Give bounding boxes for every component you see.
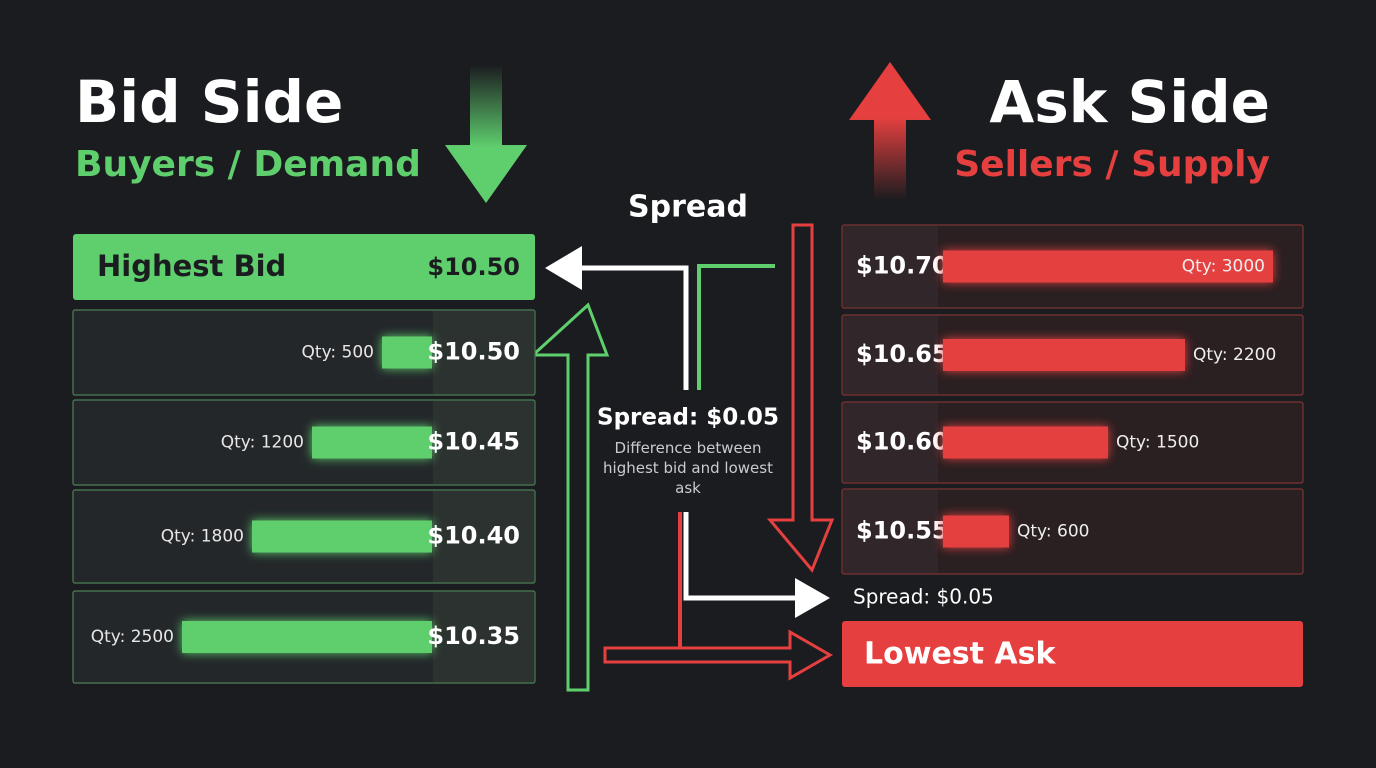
ask-price: $10.65	[856, 340, 949, 368]
qty-label: Qty: 2500	[91, 627, 174, 647]
bid-title: Bid Side	[75, 68, 343, 136]
highest-bid-label: Highest Bid	[97, 249, 286, 283]
bid-row	[72, 399, 536, 486]
ask-price: $10.55	[856, 517, 949, 545]
arrow-line	[683, 512, 795, 601]
bid-price: $10.45	[427, 428, 520, 456]
qty-bar	[943, 339, 1185, 371]
arrow-line	[697, 264, 775, 390]
qty-bar	[252, 520, 432, 553]
bid-row	[72, 309, 536, 396]
spread-description: Difference between highest bid and lowes…	[603, 439, 773, 497]
down-arrow	[445, 65, 527, 203]
hollow-arrow	[603, 629, 834, 681]
spread-title: Spread	[628, 190, 748, 225]
qty-bar	[312, 426, 432, 459]
price-cell	[433, 491, 534, 582]
lowest-ask-box	[842, 621, 1303, 687]
qty-label: Qty: 500	[302, 343, 374, 363]
qty-bar	[943, 515, 1009, 548]
ask-subtitle: Sellers / Supply	[954, 144, 1270, 185]
spread-label: Spread: $0.05	[597, 405, 779, 431]
qty-label: Qty: 600	[1017, 522, 1089, 542]
price-cell	[433, 401, 534, 484]
arrow-head	[545, 246, 582, 290]
lowest-ask-label: Lowest Ask	[864, 637, 1057, 672]
qty-label: Qty: 3000	[1182, 257, 1265, 277]
qty-label: Qty: 1200	[221, 433, 304, 453]
ask-row	[841, 488, 1304, 575]
price-cell	[843, 226, 938, 307]
arrow-line	[580, 265, 689, 390]
qty-bar	[943, 250, 1273, 283]
hollow-arrow	[766, 223, 835, 573]
qty-label: Qty: 2200	[1193, 345, 1276, 365]
bid-price: $10.50	[427, 338, 520, 366]
qty-label: Qty: 1500	[1116, 433, 1199, 453]
highest-bid-box	[73, 234, 535, 300]
highest-bid-price: $10.50	[427, 253, 520, 281]
hollow-arrow	[529, 302, 610, 692]
bid-subtitle: Buyers / Demand	[75, 144, 421, 185]
price-cell	[843, 316, 938, 394]
price-cell	[433, 311, 534, 394]
ask-price: $10.60	[856, 428, 949, 456]
qty-bar	[943, 426, 1108, 459]
bid-price: $10.40	[427, 522, 520, 550]
qty-bar	[182, 621, 432, 653]
ask-spread-label: Spread: $0.05	[853, 585, 994, 609]
qty-label: Qty: 1800	[161, 527, 244, 547]
price-cell	[433, 592, 534, 682]
ask-price: $10.70	[856, 252, 949, 280]
qty-bar	[382, 336, 432, 369]
price-cell	[843, 403, 938, 482]
price-cell	[843, 490, 938, 573]
bid-price: $10.35	[427, 622, 520, 650]
arrows	[529, 223, 835, 692]
up-arrow	[849, 62, 931, 200]
ask-title: Ask Side	[989, 68, 1270, 136]
arrow-head	[795, 578, 830, 618]
